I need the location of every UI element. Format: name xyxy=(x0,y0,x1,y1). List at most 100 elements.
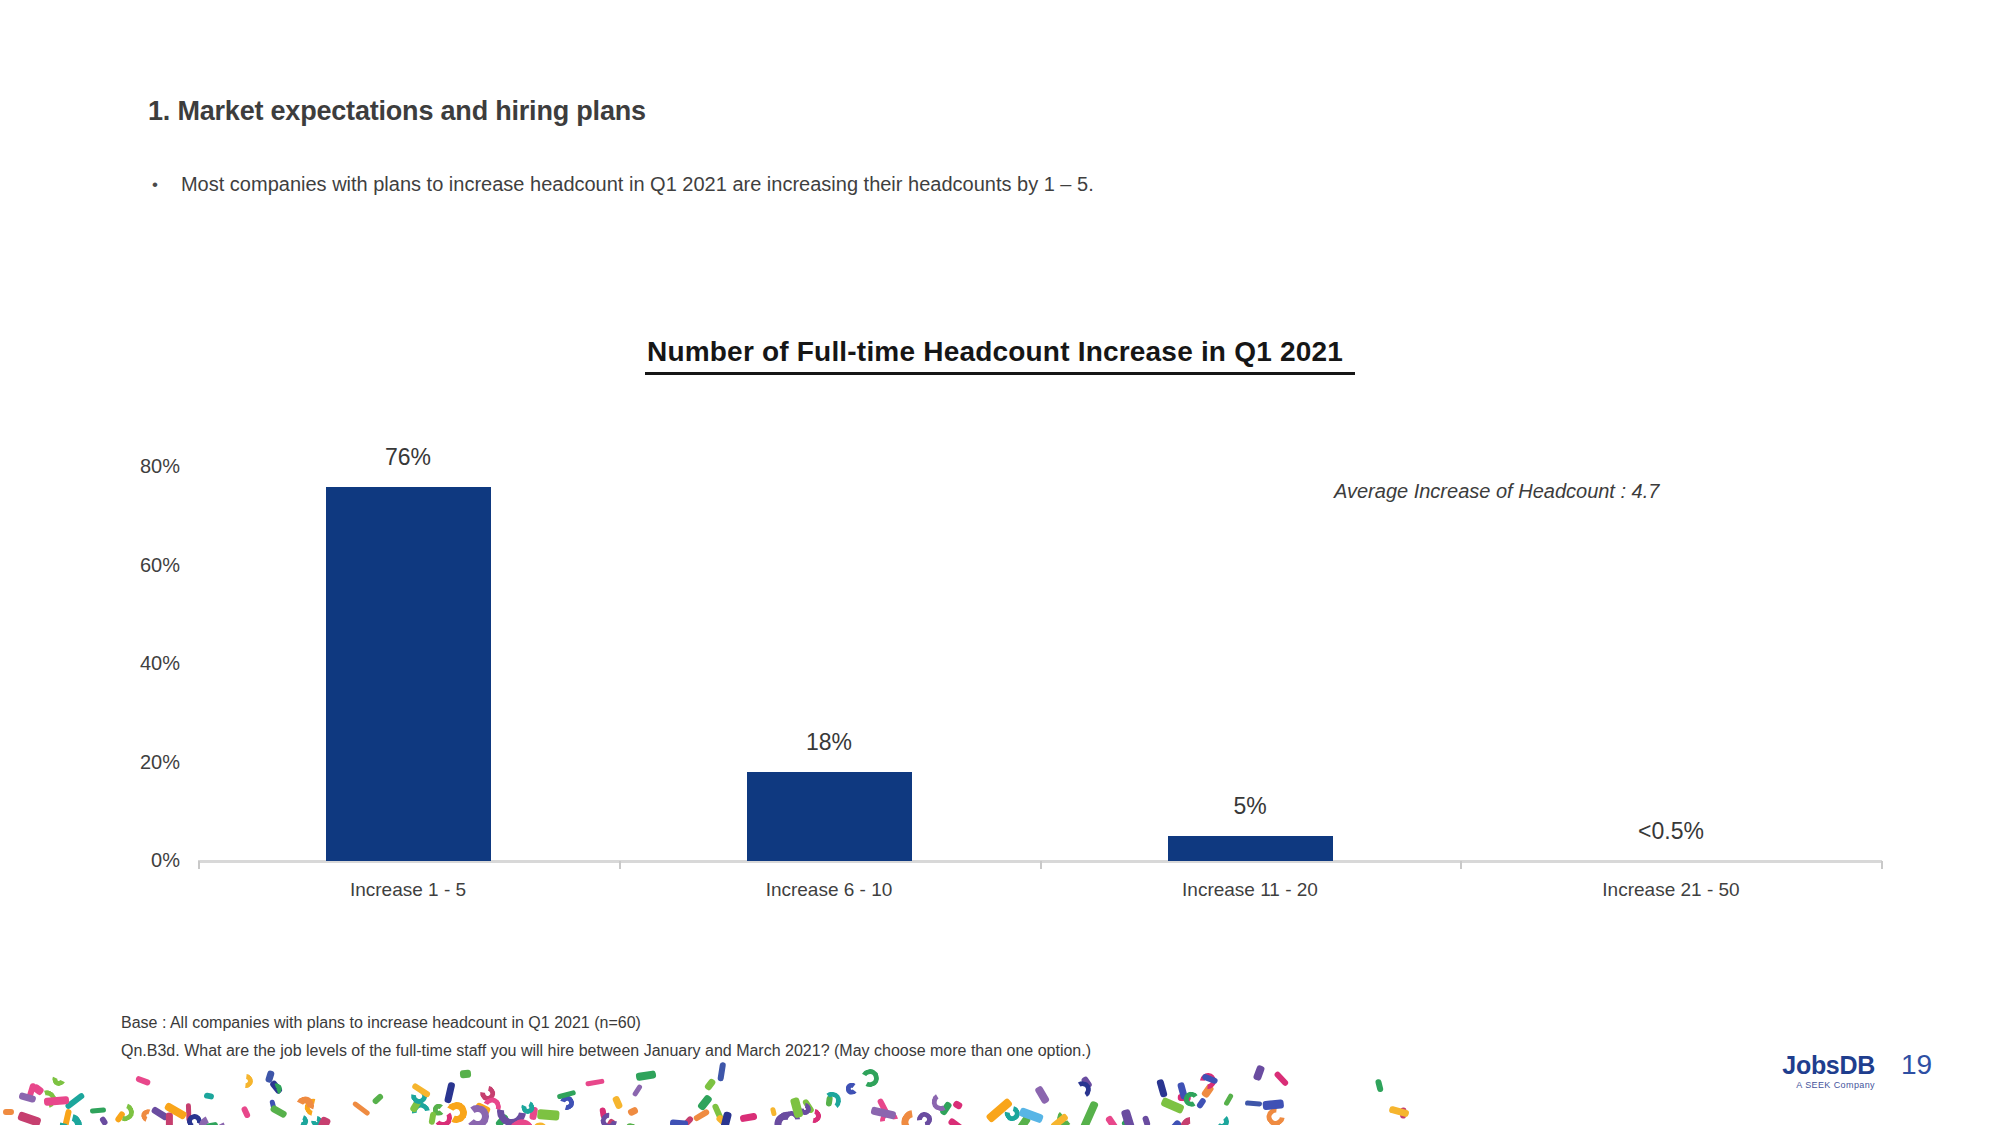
bullet-text: Most companies with plans to increase he… xyxy=(181,171,1094,198)
confetti-piece xyxy=(35,1087,60,1112)
confetti-piece xyxy=(480,1095,503,1118)
bar-increase-1-5 xyxy=(326,487,491,861)
confetti-piece xyxy=(113,1100,137,1124)
chart-title: Number of Full-time Headcount Increase i… xyxy=(645,335,1355,375)
confetti-piece xyxy=(1224,1092,1235,1106)
confetti-piece xyxy=(529,1106,538,1120)
confetti-piece xyxy=(612,1096,624,1111)
confetti-piece xyxy=(1017,1115,1031,1125)
confetti-piece xyxy=(407,1085,429,1107)
confetti-piece xyxy=(56,1110,86,1125)
confetti-piece xyxy=(770,1107,777,1117)
confetti-piece xyxy=(986,1098,1013,1124)
confetti-piece xyxy=(269,1079,283,1094)
confetti-piece xyxy=(504,1115,539,1125)
bullet-item: • Most companies with plans to increase … xyxy=(152,171,1094,198)
x-axis-tick xyxy=(1881,861,1883,869)
jobsdb-logo-tagline: A SEEK Company xyxy=(1778,1080,1875,1090)
y-axis-tick-label: 0% xyxy=(96,847,180,873)
confetti-piece xyxy=(719,1112,733,1125)
confetti-piece xyxy=(477,1083,498,1104)
confetti-piece xyxy=(1081,1076,1093,1090)
confetti-piece xyxy=(558,1094,576,1112)
confetti-piece xyxy=(519,1099,536,1116)
confetti-piece xyxy=(1121,1109,1135,1125)
confetti-piece xyxy=(585,1078,605,1086)
confetti-piece xyxy=(495,1112,510,1125)
confetti-piece xyxy=(135,1075,151,1086)
confetti-piece xyxy=(44,1096,69,1106)
confetti-piece xyxy=(1195,1097,1207,1110)
confetti-piece xyxy=(845,1082,858,1095)
jobsdb-logo: JobsDB A SEEK Company xyxy=(1778,1052,1875,1090)
confetti-piece xyxy=(533,1121,548,1125)
x-axis-tick xyxy=(1460,861,1462,869)
confetti-piece xyxy=(204,1092,215,1099)
confetti-piece xyxy=(185,1112,204,1125)
bar-value-label: 18% xyxy=(749,729,909,755)
confetti-decoration xyxy=(0,0,2000,1125)
confetti-piece xyxy=(1167,1119,1182,1125)
confetti-piece xyxy=(948,1117,967,1125)
confetti-piece xyxy=(692,1109,710,1123)
chart-annotation: Average Increase of Headcount : 4.7 xyxy=(1334,478,1659,504)
confetti-piece xyxy=(697,1094,713,1111)
bullet-marker: • xyxy=(152,171,158,198)
confetti-piece xyxy=(1121,1115,1133,1125)
confetti-piece xyxy=(139,1107,156,1124)
confetti-piece xyxy=(703,1077,716,1091)
confetti-piece xyxy=(114,1110,125,1123)
footnote-question: Qn.B3d. What are the job levels of the f… xyxy=(121,1037,1091,1065)
x-axis-tick xyxy=(198,861,200,869)
confetti-piece xyxy=(150,1106,169,1121)
section-heading: 1. Market expectations and hiring plans xyxy=(148,95,646,127)
x-axis-category-label: Increase 6 - 10 xyxy=(679,878,979,902)
confetti-piece xyxy=(1034,1085,1050,1105)
confetti-piece xyxy=(3,1109,14,1115)
confetti-piece xyxy=(779,1108,803,1125)
confetti-piece xyxy=(712,1103,725,1122)
confetti-piece xyxy=(1177,1114,1204,1125)
confetti-piece xyxy=(409,1099,434,1124)
confetti-piece xyxy=(19,1092,37,1103)
confetti-piece xyxy=(952,1099,964,1110)
confetti-piece xyxy=(1049,1113,1068,1125)
confetti-piece xyxy=(200,1121,219,1125)
confetti-piece xyxy=(51,1071,68,1088)
bar-value-label: <0.5% xyxy=(1591,818,1751,844)
confetti-piece xyxy=(632,1084,643,1097)
bar-increase-11-20 xyxy=(1168,836,1333,861)
confetti-piece xyxy=(1183,1091,1201,1109)
confetti-piece xyxy=(236,1071,256,1091)
confetti-piece xyxy=(459,1069,470,1078)
confetti-piece xyxy=(165,1112,172,1125)
confetti-piece xyxy=(194,1111,228,1125)
bar-value-label: 76% xyxy=(328,444,488,470)
confetti-piece xyxy=(99,1116,109,1125)
confetti-piece xyxy=(163,1102,187,1121)
confetti-piece xyxy=(64,1092,85,1110)
confetti-piece xyxy=(1400,1108,1406,1119)
confetti-piece xyxy=(877,1097,891,1117)
confetti-piece xyxy=(1160,1097,1185,1115)
confetti-piece xyxy=(822,1091,842,1111)
confetti-piece xyxy=(1018,1107,1044,1124)
confetti-piece xyxy=(241,1105,251,1118)
bar-increase-6-10 xyxy=(747,772,912,861)
confetti-piece xyxy=(17,1112,41,1125)
confetti-piece xyxy=(61,1109,72,1125)
slide: 1. Market expectations and hiring plans … xyxy=(0,0,2000,1125)
confetti-piece xyxy=(683,1115,695,1125)
confetti-piece xyxy=(309,1114,325,1125)
y-axis-tick-label: 80% xyxy=(96,453,180,479)
x-axis-category-label: Increase 11 - 20 xyxy=(1100,878,1400,902)
confetti-piece xyxy=(804,1107,823,1125)
y-axis-tick-label: 40% xyxy=(96,650,180,676)
confetti-piece xyxy=(302,1096,325,1119)
confetti-piece xyxy=(428,1111,436,1125)
confetti-piece xyxy=(635,1071,656,1082)
confetti-piece xyxy=(294,1113,310,1125)
confetti-piece xyxy=(718,1062,726,1082)
confetti-piece xyxy=(491,1091,532,1125)
confetti-piece xyxy=(716,1114,729,1125)
